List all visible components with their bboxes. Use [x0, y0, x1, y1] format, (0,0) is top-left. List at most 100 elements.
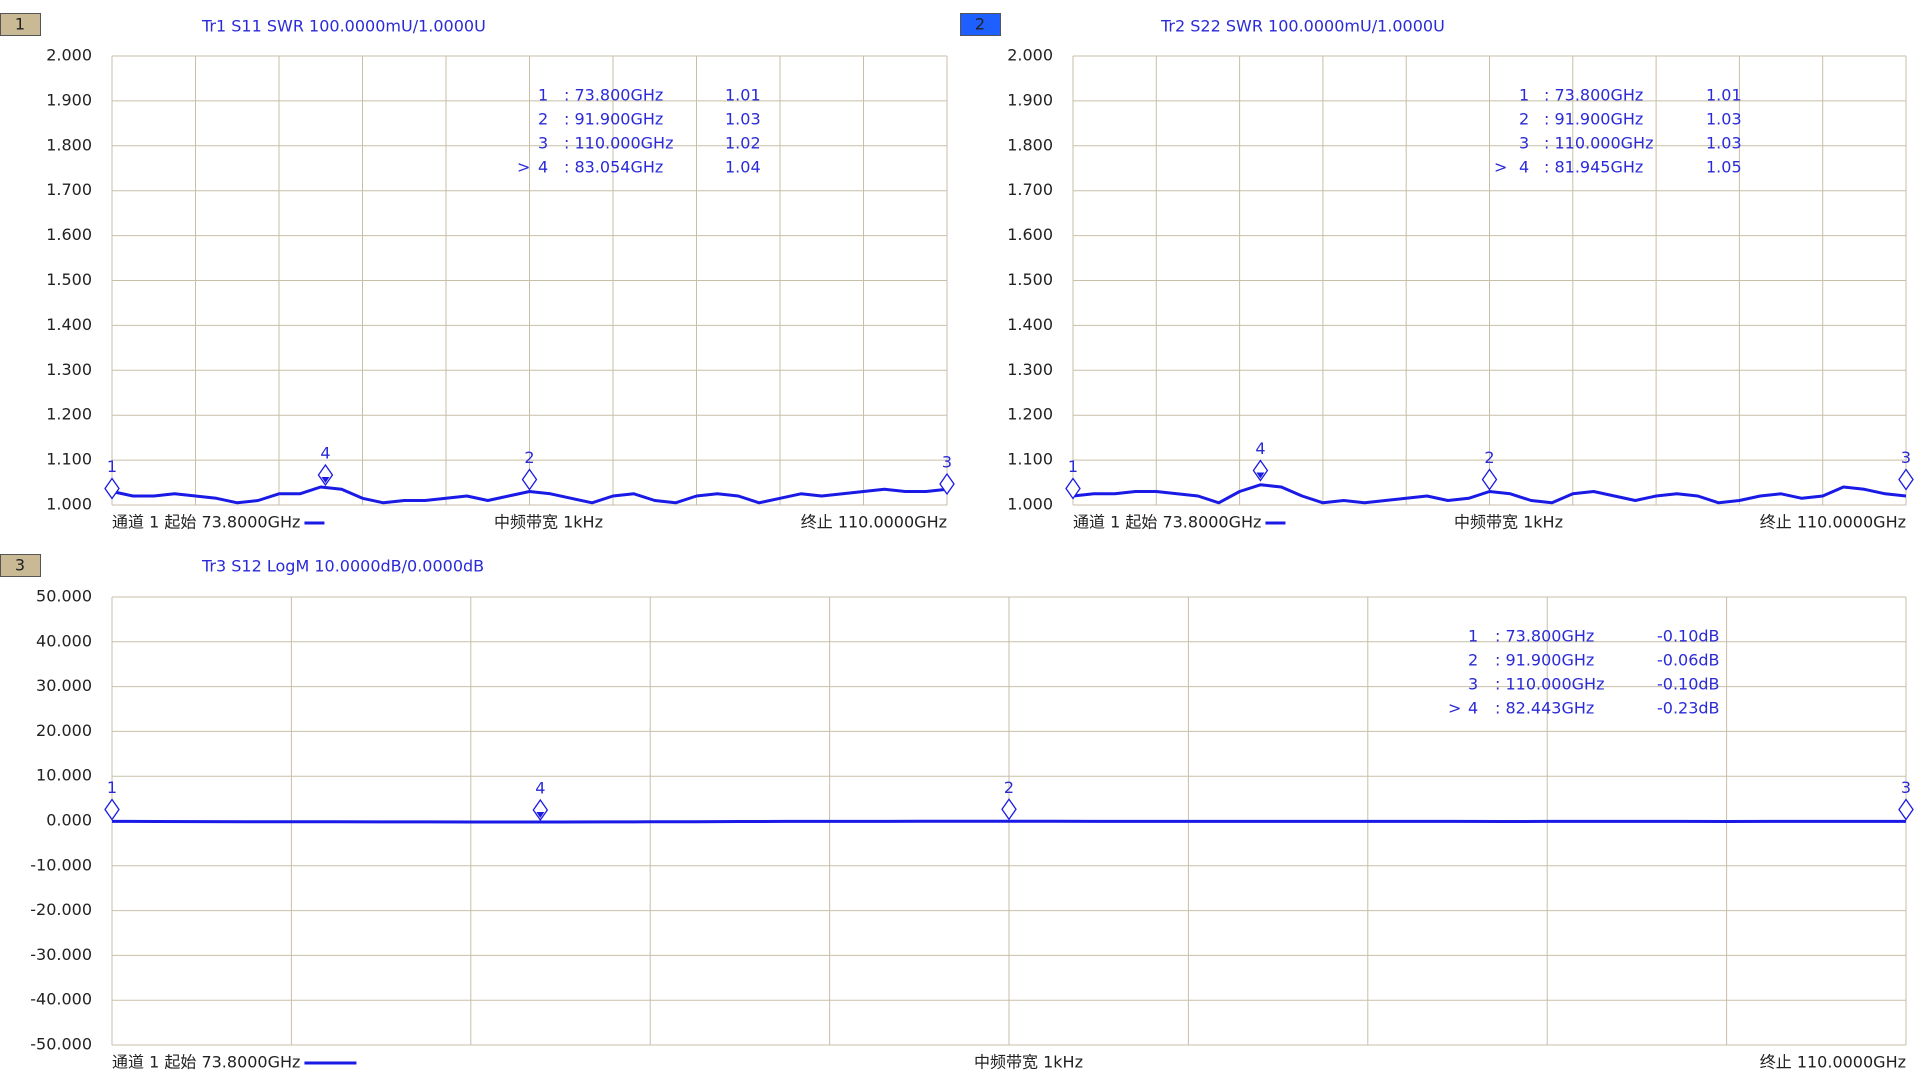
- y-tick-label: 1.300: [46, 360, 92, 379]
- y-tick-label: 2.000: [46, 46, 92, 65]
- marker-table-frequency: : 83.054GHz: [564, 158, 663, 177]
- marker-table-value: 1.01: [725, 86, 761, 105]
- marker-table-value: 1.05: [1706, 158, 1742, 177]
- y-tick-label: 10.000: [36, 766, 92, 785]
- active-marker-fill: [536, 812, 545, 819]
- y-tick-label: 1.700: [1007, 180, 1053, 199]
- y-tick-label: -30.000: [30, 945, 92, 964]
- marker-diamond: [1898, 468, 1914, 491]
- y-tick-label: 1.600: [1007, 225, 1053, 244]
- marker-table-number: 4: [1519, 158, 1529, 177]
- panel-number: 1: [15, 15, 25, 34]
- active-marker-fill: [1256, 472, 1265, 479]
- marker-diamond: [1001, 798, 1017, 821]
- marker-table-number: 1: [538, 86, 548, 105]
- marker-table-value: 1.03: [1706, 110, 1742, 129]
- y-tick-label: 20.000: [36, 721, 92, 740]
- marker-table-number: 1: [1468, 627, 1478, 646]
- active-marker-fill: [321, 477, 330, 484]
- marker-table-frequency: : 82.443GHz: [1495, 699, 1594, 718]
- marker-number: 2: [1484, 448, 1494, 467]
- marker-diamond: [532, 798, 549, 822]
- trace-title: Tr3 S12 LogM 10.0000dB/0.0000dB: [201, 557, 484, 576]
- y-tick-label: 1.900: [1007, 90, 1053, 109]
- footer-stop: 终止 110.0000GHz: [801, 513, 947, 532]
- active-marker-indicator: >: [1448, 699, 1461, 718]
- y-tick-label: 1.000: [46, 495, 92, 514]
- marker-table-value: 1.01: [1706, 86, 1742, 105]
- y-tick-label: 1.100: [46, 450, 92, 469]
- marker-table-frequency: : 91.900GHz: [564, 110, 663, 129]
- marker-table-number: 4: [538, 158, 548, 177]
- footer-stop: 终止 110.0000GHz: [1760, 1053, 1906, 1072]
- marker-table-frequency: : 73.800GHz: [1495, 627, 1594, 646]
- trace: [1072, 483, 1907, 505]
- marker-table-value: -0.10dB: [1657, 675, 1720, 694]
- y-tick-label: 1.500: [1007, 270, 1053, 289]
- marker-number: 1: [107, 778, 117, 797]
- marker-table-number: 2: [1519, 110, 1529, 129]
- marker-table-number: 3: [538, 134, 548, 153]
- footer-center: 中频带宽 1kHz: [494, 513, 603, 532]
- marker-number: 4: [1255, 439, 1265, 458]
- y-tick-label: 1.600: [46, 225, 92, 244]
- marker-table-number: 2: [538, 110, 548, 129]
- panel-number: 2: [975, 15, 985, 34]
- marker-table-value: 1.03: [1706, 134, 1742, 153]
- y-tick-label: 1.300: [1007, 360, 1053, 379]
- marker-table-number: 2: [1468, 651, 1478, 670]
- y-tick-label: -10.000: [30, 855, 92, 874]
- y-tick-label: 0.000: [46, 811, 92, 830]
- marker-diamond: [939, 472, 955, 496]
- trace-title: Tr2 S22 SWR 100.0000mU/1.0000U: [1160, 17, 1445, 36]
- y-tick-label: 1.800: [1007, 135, 1053, 154]
- trace-title: Tr1 S11 SWR 100.0000mU/1.0000U: [201, 17, 486, 36]
- marker-diamond: [317, 463, 334, 487]
- marker-table-frequency: : 91.900GHz: [1495, 651, 1594, 670]
- marker-table-number: 3: [1468, 675, 1478, 694]
- y-tick-label: -20.000: [30, 900, 92, 919]
- marker-diamond: [104, 477, 120, 500]
- marker-diamond: [521, 468, 538, 491]
- active-marker-indicator: >: [517, 158, 530, 177]
- marker-number: 4: [535, 779, 545, 798]
- marker-number: 3: [942, 453, 952, 472]
- y-tick-label: 50.000: [36, 587, 92, 606]
- marker-number: 1: [1068, 457, 1078, 476]
- marker-number: 2: [524, 448, 534, 467]
- marker-table-frequency: : 110.000GHz: [1495, 675, 1604, 694]
- marker-table-frequency: : 73.800GHz: [564, 86, 663, 105]
- marker-table-number: 1: [1519, 86, 1529, 105]
- y-tick-label: 1.500: [46, 270, 92, 289]
- y-tick-label: 1.800: [46, 135, 92, 154]
- footer-center: 中频带宽 1kHz: [974, 1053, 1083, 1072]
- marker-table-number: 4: [1468, 699, 1478, 718]
- marker-table-number: 3: [1519, 134, 1529, 153]
- y-tick-label: -50.000: [30, 1035, 92, 1054]
- panel-box: [960, 13, 1001, 36]
- marker-number: 1: [107, 457, 117, 476]
- marker-table-value: 1.02: [725, 134, 761, 153]
- y-tick-label: 1.200: [46, 405, 92, 424]
- panel-number: 3: [15, 556, 25, 575]
- marker-table-frequency: : 91.900GHz: [1544, 110, 1643, 129]
- marker-number: 3: [1901, 778, 1911, 797]
- panel-box: [0, 554, 41, 577]
- footer-start: 通道 1 起始 73.8000GHz: [112, 513, 300, 532]
- y-tick-label: 30.000: [36, 676, 92, 695]
- marker-table-value: 1.03: [725, 110, 761, 129]
- y-tick-label: 40.000: [36, 631, 92, 650]
- trace: [111, 819, 1906, 824]
- footer-start: 通道 1 起始 73.8000GHz: [112, 1053, 300, 1072]
- marker-diamond: [104, 798, 120, 821]
- marker-number: 4: [320, 444, 330, 463]
- marker-table-value: -0.10dB: [1657, 627, 1720, 646]
- active-marker-indicator: >: [1494, 158, 1507, 177]
- marker-diamond: [1481, 468, 1498, 491]
- panel-box: [0, 13, 41, 36]
- marker-table-frequency: : 81.945GHz: [1544, 158, 1643, 177]
- marker-diamond: [1898, 798, 1914, 821]
- y-tick-label: 1.200: [1007, 405, 1053, 424]
